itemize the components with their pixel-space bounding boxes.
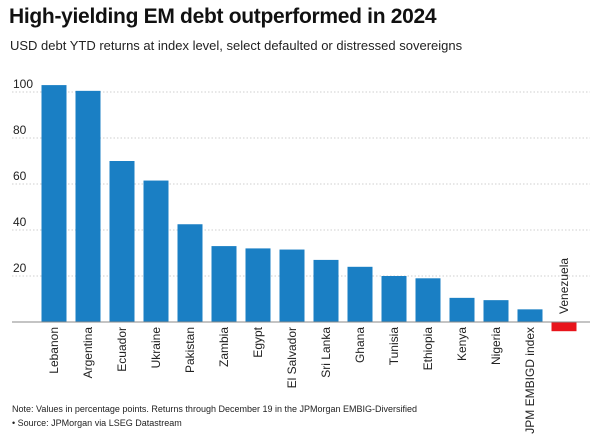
x-tick-label: Ethiopia xyxy=(421,327,435,371)
x-tick-label: Kenya xyxy=(455,327,469,361)
x-tick-label: Zambia xyxy=(217,327,231,367)
y-tick-label: 100 xyxy=(13,77,33,91)
bar-egypt xyxy=(245,248,271,322)
bar-sri-lanka xyxy=(313,259,339,322)
bar-tunisia xyxy=(381,276,407,322)
x-tick-label: Nigeria xyxy=(489,327,503,365)
x-tick-label: JPM EMBIGD index xyxy=(523,327,537,434)
y-tick-label: 20 xyxy=(13,261,27,275)
chart-subtitle: USD debt YTD returns at index level, sel… xyxy=(10,38,463,53)
x-tick-label: Argentina xyxy=(81,327,95,379)
x-tick-label: Tunisia xyxy=(387,327,401,366)
bar-zambia xyxy=(211,246,237,322)
x-tick-label: Sri Lanka xyxy=(319,327,333,378)
y-tick-label: 80 xyxy=(13,123,27,137)
x-tick-label: Pakistan xyxy=(183,327,197,373)
bar-pakistan xyxy=(177,224,203,322)
x-tick-label: Ukraine xyxy=(149,327,163,369)
footnote: Note: Values in percentage points. Retur… xyxy=(12,404,418,414)
x-tick-label: Lebanon xyxy=(47,327,61,374)
bar-kenya xyxy=(449,297,475,322)
x-tick-label: Ecuador xyxy=(115,327,129,372)
bar-el-salvador xyxy=(279,249,305,322)
x-tick-label: Egypt xyxy=(251,326,265,357)
bar-ecuador xyxy=(109,161,135,322)
x-tick-label: Venezuela xyxy=(557,258,571,314)
bar-jpm-embigd-index xyxy=(517,309,543,322)
bar-nigeria xyxy=(483,300,509,322)
x-tick-label: El Salvador xyxy=(285,327,299,388)
bar-ukraine xyxy=(143,180,169,322)
source-note: • Source: JPMorgan via LSEG Datastream xyxy=(12,418,182,428)
bar-ethiopia xyxy=(415,278,441,322)
bar-lebanon xyxy=(41,85,67,322)
bar-ghana xyxy=(347,266,373,322)
bar-venezuela xyxy=(551,322,577,332)
y-tick-label: 40 xyxy=(13,215,27,229)
y-tick-label: 60 xyxy=(13,169,27,183)
chart-title: High-yielding EM debt outperformed in 20… xyxy=(9,5,437,28)
bar-argentina xyxy=(75,90,101,322)
x-tick-label: Ghana xyxy=(353,327,367,363)
